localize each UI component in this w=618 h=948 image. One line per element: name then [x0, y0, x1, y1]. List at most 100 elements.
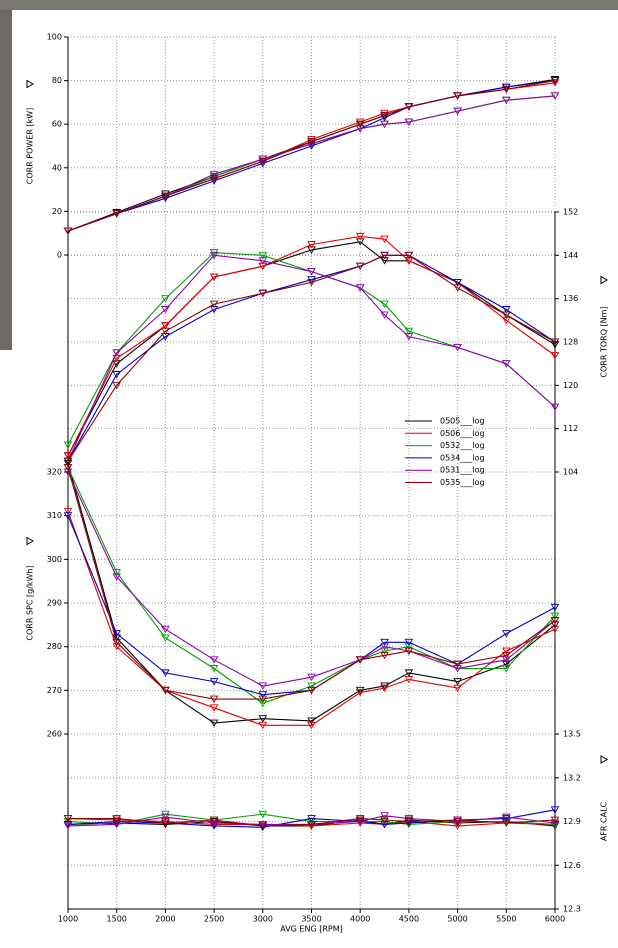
marker: [258, 251, 268, 260]
marker: [258, 695, 268, 703]
marker: [502, 360, 511, 368]
marker: [502, 647, 511, 655]
marker: [161, 322, 170, 330]
marker: [63, 441, 73, 449]
marker: [161, 295, 170, 303]
marker: [453, 660, 462, 669]
marker: [550, 352, 560, 360]
marker: [453, 816, 462, 824]
marker: [453, 343, 462, 352]
marker: [355, 819, 365, 827]
y-tick-label: 12.6: [563, 861, 581, 870]
marker: [502, 815, 511, 823]
marker: [209, 704, 219, 712]
marker: [209, 678, 219, 686]
marker: [209, 300, 219, 308]
marker: [307, 815, 316, 823]
marker: [550, 612, 560, 620]
marker: [502, 85, 511, 94]
marker: [112, 349, 121, 357]
y-tick-label: 310: [47, 511, 62, 520]
marker: [307, 673, 316, 682]
marker: [355, 125, 365, 133]
legend-label: 0531___log: [440, 466, 485, 475]
y-tick-label: 260: [47, 730, 62, 739]
axis-marker: [26, 79, 34, 89]
marker: [355, 815, 365, 823]
marker: [380, 120, 389, 129]
marker: [307, 717, 316, 725]
x-tick-label: 6000: [545, 915, 565, 924]
marker: [307, 278, 316, 287]
marker: [307, 820, 316, 829]
marker: [404, 675, 414, 684]
chart-panel: [12, 10, 618, 948]
background-photo: [0, 0, 618, 10]
marker: [307, 268, 316, 276]
marker: [453, 678, 462, 686]
marker: [502, 819, 511, 827]
marker: [453, 684, 462, 693]
marker: [404, 251, 414, 260]
marker: [380, 114, 389, 122]
marker: [502, 83, 511, 92]
series-line: [67, 254, 556, 462]
marker: [258, 682, 268, 690]
marker: [209, 173, 219, 181]
marker: [63, 452, 73, 460]
marker: [355, 120, 365, 129]
y-tick-label: 120: [563, 381, 578, 390]
marker: [161, 306, 170, 314]
series-line: [67, 467, 556, 700]
marker: [209, 656, 219, 664]
marker: [112, 816, 121, 824]
marker: [258, 155, 268, 163]
marker: [404, 118, 414, 126]
y-axis-label: CORR SPC [g/kWh]: [26, 565, 35, 640]
marker: [380, 300, 389, 308]
marker: [161, 818, 170, 826]
series-line: [67, 818, 556, 827]
marker: [209, 273, 219, 281]
marker: [112, 573, 121, 581]
y-tick-label: 20: [52, 207, 62, 216]
marker: [380, 684, 389, 693]
axis-marker: [600, 755, 608, 764]
y-axis-label: CORR TORQ [Nm]: [600, 306, 609, 377]
marker: [502, 651, 511, 660]
marker: [404, 103, 414, 111]
legend-label: 0505___log: [440, 417, 485, 426]
marker: [209, 820, 219, 829]
marker: [258, 289, 268, 298]
y-tick-label: 136: [563, 294, 578, 303]
y-tick-label: 144: [563, 251, 578, 260]
legend-label: 0535___log: [440, 478, 485, 487]
marker: [355, 656, 365, 664]
marker: [161, 813, 170, 822]
y-tick-label: 270: [47, 686, 62, 695]
x-tick-label: 2500: [204, 915, 224, 924]
marker: [161, 634, 170, 642]
marker: [258, 157, 268, 166]
marker: [307, 140, 316, 148]
marker: [453, 92, 462, 100]
marker: [307, 686, 316, 695]
marker: [258, 715, 268, 723]
marker: [307, 138, 316, 146]
series-line: [67, 241, 556, 457]
marker: [550, 92, 560, 100]
marker: [63, 227, 73, 235]
marker: [380, 651, 389, 660]
marker: [355, 118, 365, 126]
marker: [550, 77, 560, 85]
marker: [380, 311, 389, 319]
marker: [63, 459, 73, 468]
marker: [550, 621, 560, 629]
plot-area: [63, 76, 560, 832]
marker: [307, 136, 316, 144]
marker: [209, 251, 219, 260]
x-tick-label: 3500: [301, 915, 321, 924]
marker: [355, 689, 365, 697]
series-line: [67, 254, 556, 462]
